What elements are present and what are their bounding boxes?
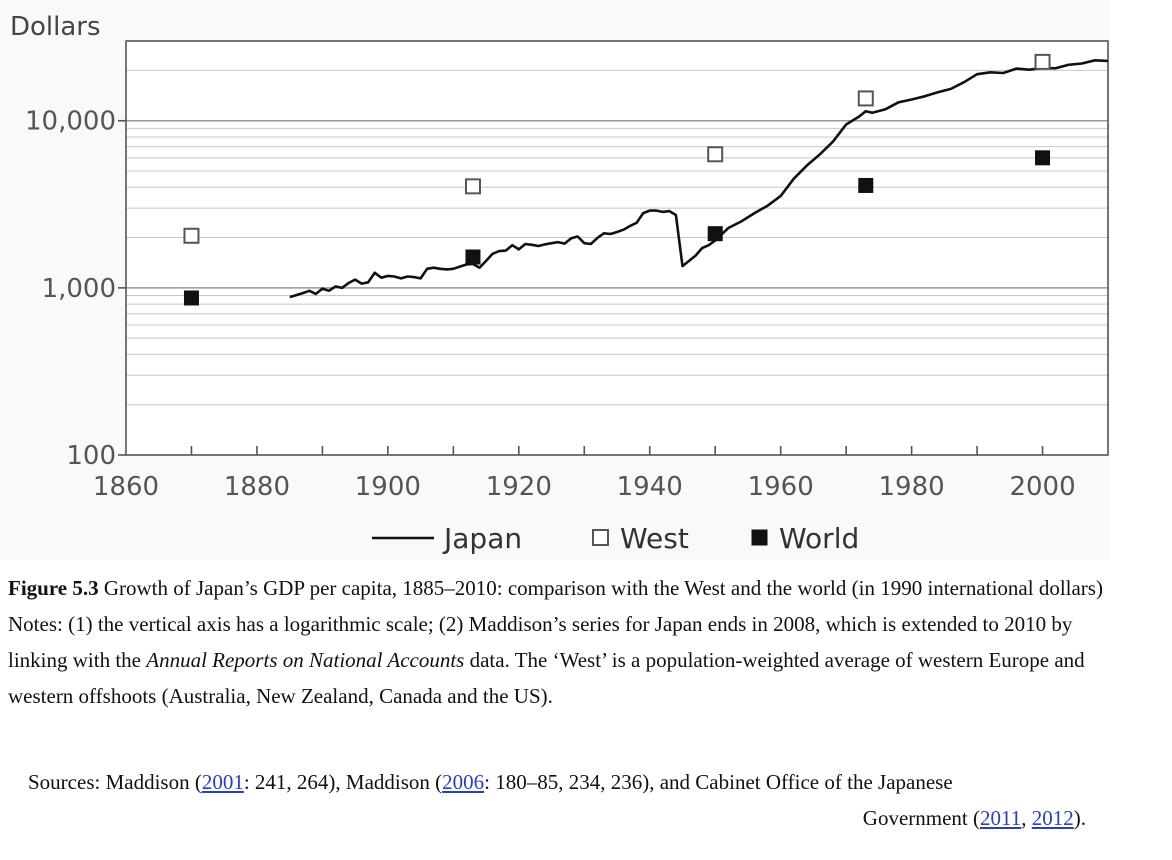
figure-sources: Sources: Maddison (2001: 241, 264), Madd… [28,764,1086,836]
marker-world [858,177,874,193]
marker-west [1034,53,1051,70]
sources-text-6: ). [1073,806,1086,830]
x-tick-label: 1980 [879,472,945,502]
marker-world [707,226,723,242]
citation-link-2011[interactable]: 2011 [980,806,1022,830]
legend-label-west: West [620,522,689,555]
axis-layer: Dollars 100 1,000 10,000 1860 1880 1900 1920 19… [10,12,1109,502]
x-tick-label: 1960 [748,472,814,502]
legend-label-japan: Japan [442,522,522,555]
y-tick-label: 1,000 [42,274,116,304]
sources-text-4: Government ( [862,806,981,830]
sources-text-3: : 180–85, 234, 236), and Cabinet Office … [484,770,953,794]
legend: Japan West World [372,522,859,555]
sources-text-2: : 241, 264), Maddison ( [243,770,443,794]
marker-west [464,178,481,195]
plot-background [126,41,1108,455]
notes-part-a: Notes: (1) the vertical axis has a logar… [8,612,1073,672]
x-tick-label: 1940 [617,472,683,502]
figure-caption: Figure 5.3 Growth of Japan’s GDP per cap… [8,570,1108,714]
gdp-chart: Dollars 100 1,000 10,000 1860 1880 1900 1920 19… [10,12,1109,555]
marker-world [465,249,481,265]
series-line-japan [289,58,1109,299]
series-layer [183,53,1109,306]
marker-west [183,227,200,244]
citation-link-2001[interactable]: 2001 [201,770,244,794]
figure-notes: Notes: (1) the vertical axis has a logar… [8,606,1108,714]
marker-west [857,90,874,107]
figure-text: Growth of Japan’s GDP per capita, 1885–2… [98,576,1103,600]
y-tick-label: 100 [66,441,116,471]
legend-swatch-world [751,529,768,546]
chart-area: Dollars 100 1,000 10,000 1860 1880 1900 1920 19… [10,12,1109,555]
citation-link-2006[interactable]: 2006 [442,770,485,794]
sources-line-1: Sources: Maddison (2001: 241, 264), Madd… [28,764,1086,800]
x-tick-label: 1920 [486,472,552,502]
sources-text-1: Sources: Maddison ( [28,770,202,794]
citation-link-2012[interactable]: 2012 [1031,806,1074,830]
x-tick-label: 1900 [355,472,421,502]
figure-label: Figure 5.3 [8,576,99,600]
notes-part-b: data. The ‘West’ is a population-weighte… [8,648,1085,708]
marker-west [707,146,724,163]
x-tick-label: 2000 [1009,472,1075,502]
plot-frame [125,40,1109,456]
x-tick-label: 1860 [93,472,159,502]
y-tick-label: 10,000 [25,107,116,137]
notes-italic: Annual Reports on National Accounts [146,648,465,672]
sources-text-5: , [1021,806,1032,830]
figure-title: Figure 5.3 Growth of Japan’s GDP per cap… [8,570,1108,606]
marker-world [1035,150,1051,166]
marker-world [183,290,199,306]
legend-label-world: World [779,522,859,555]
y-axis-label: Dollars [10,12,101,42]
grid-layer [126,40,1108,455]
x-tick-label: 1880 [224,472,290,502]
legend-swatch-west [592,529,609,546]
sources-line-2: Government (2011, 2012). [28,800,1086,836]
